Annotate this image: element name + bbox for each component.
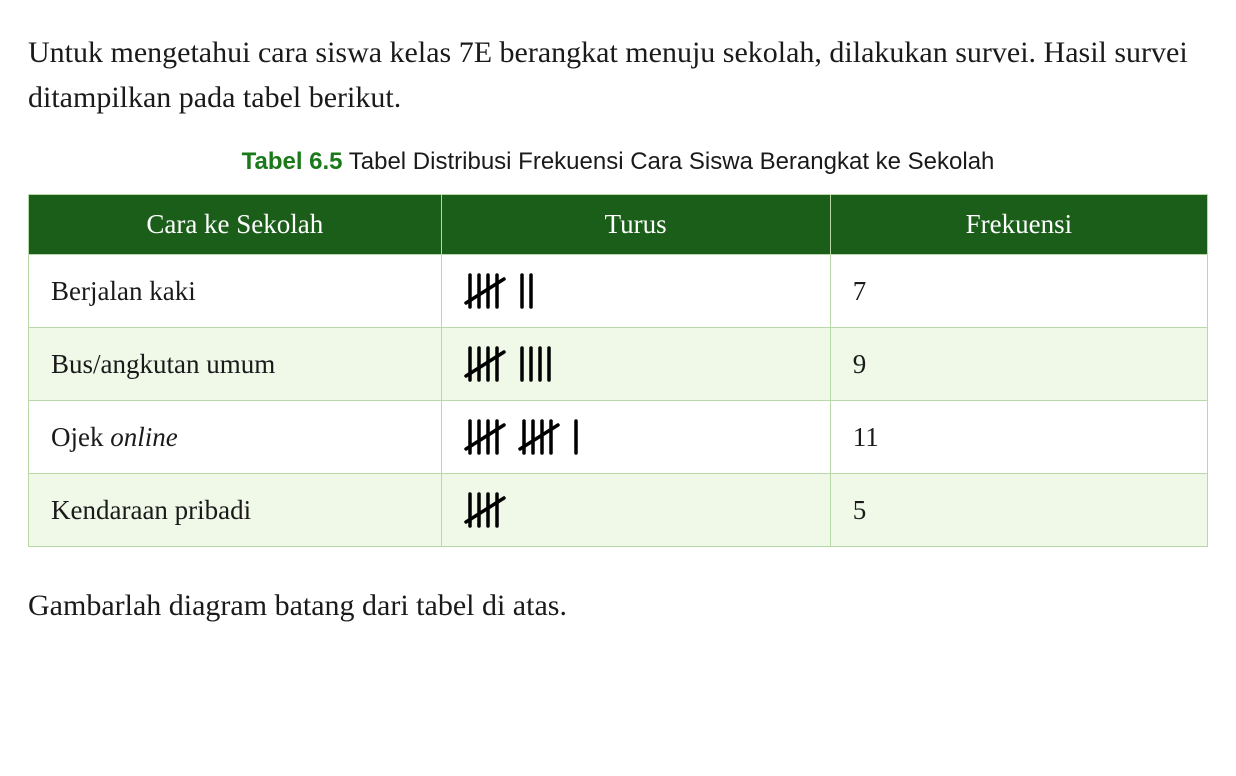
tally-cell bbox=[441, 328, 830, 401]
tally-five-icon bbox=[464, 346, 508, 382]
tally-five-icon bbox=[464, 273, 508, 309]
tally-marks-icon bbox=[518, 273, 542, 309]
label-text: Ojek bbox=[51, 422, 110, 452]
header-frekuensi: Frekuensi bbox=[830, 195, 1207, 255]
table-row: Ojek online 11 bbox=[29, 401, 1208, 474]
row-label: Kendaraan pribadi bbox=[29, 474, 442, 547]
frequency-cell: 11 bbox=[830, 401, 1207, 474]
header-turus: Turus bbox=[441, 195, 830, 255]
table-row: Bus/angkutan umum 9 bbox=[29, 328, 1208, 401]
label-text: Kendaraan pribadi bbox=[51, 495, 251, 525]
tally-cell bbox=[441, 255, 830, 328]
row-label: Ojek online bbox=[29, 401, 442, 474]
row-label: Bus/angkutan umum bbox=[29, 328, 442, 401]
tally-cell bbox=[441, 401, 830, 474]
tally-marks-icon bbox=[518, 346, 560, 382]
table-caption: Tabel 6.5 Tabel Distribusi Frekuensi Car… bbox=[28, 148, 1208, 176]
row-label: Berjalan kaki bbox=[29, 255, 442, 328]
intro-text: Untuk mengetahui cara siswa kelas 7E ber… bbox=[28, 30, 1208, 120]
table-header-row: Cara ke Sekolah Turus Frekuensi bbox=[29, 195, 1208, 255]
tally-five-icon bbox=[464, 419, 508, 455]
caption-label: Tabel 6.5 bbox=[242, 148, 343, 175]
tally-five-icon bbox=[464, 492, 508, 528]
table-row: Berjalan kaki 7 bbox=[29, 255, 1208, 328]
tally-five-icon bbox=[518, 419, 562, 455]
tally-marks-icon bbox=[572, 419, 587, 455]
label-italic: online bbox=[110, 422, 178, 452]
frequency-cell: 9 bbox=[830, 328, 1207, 401]
frequency-cell: 7 bbox=[830, 255, 1207, 328]
header-cara: Cara ke Sekolah bbox=[29, 195, 442, 255]
table-body: Berjalan kaki 7 Bus/angkutan umum 9 Ojek… bbox=[29, 255, 1208, 547]
label-text: Berjalan kaki bbox=[51, 276, 196, 306]
caption-text: Tabel Distribusi Frekuensi Cara Siswa Be… bbox=[349, 148, 995, 175]
footer-text: Gambarlah diagram batang dari tabel di a… bbox=[28, 583, 1208, 628]
table-row: Kendaraan pribadi 5 bbox=[29, 474, 1208, 547]
frequency-table: Cara ke Sekolah Turus Frekuensi Berjalan… bbox=[28, 194, 1208, 547]
tally-cell bbox=[441, 474, 830, 547]
label-text: Bus/angkutan umum bbox=[51, 349, 275, 379]
frequency-cell: 5 bbox=[830, 474, 1207, 547]
